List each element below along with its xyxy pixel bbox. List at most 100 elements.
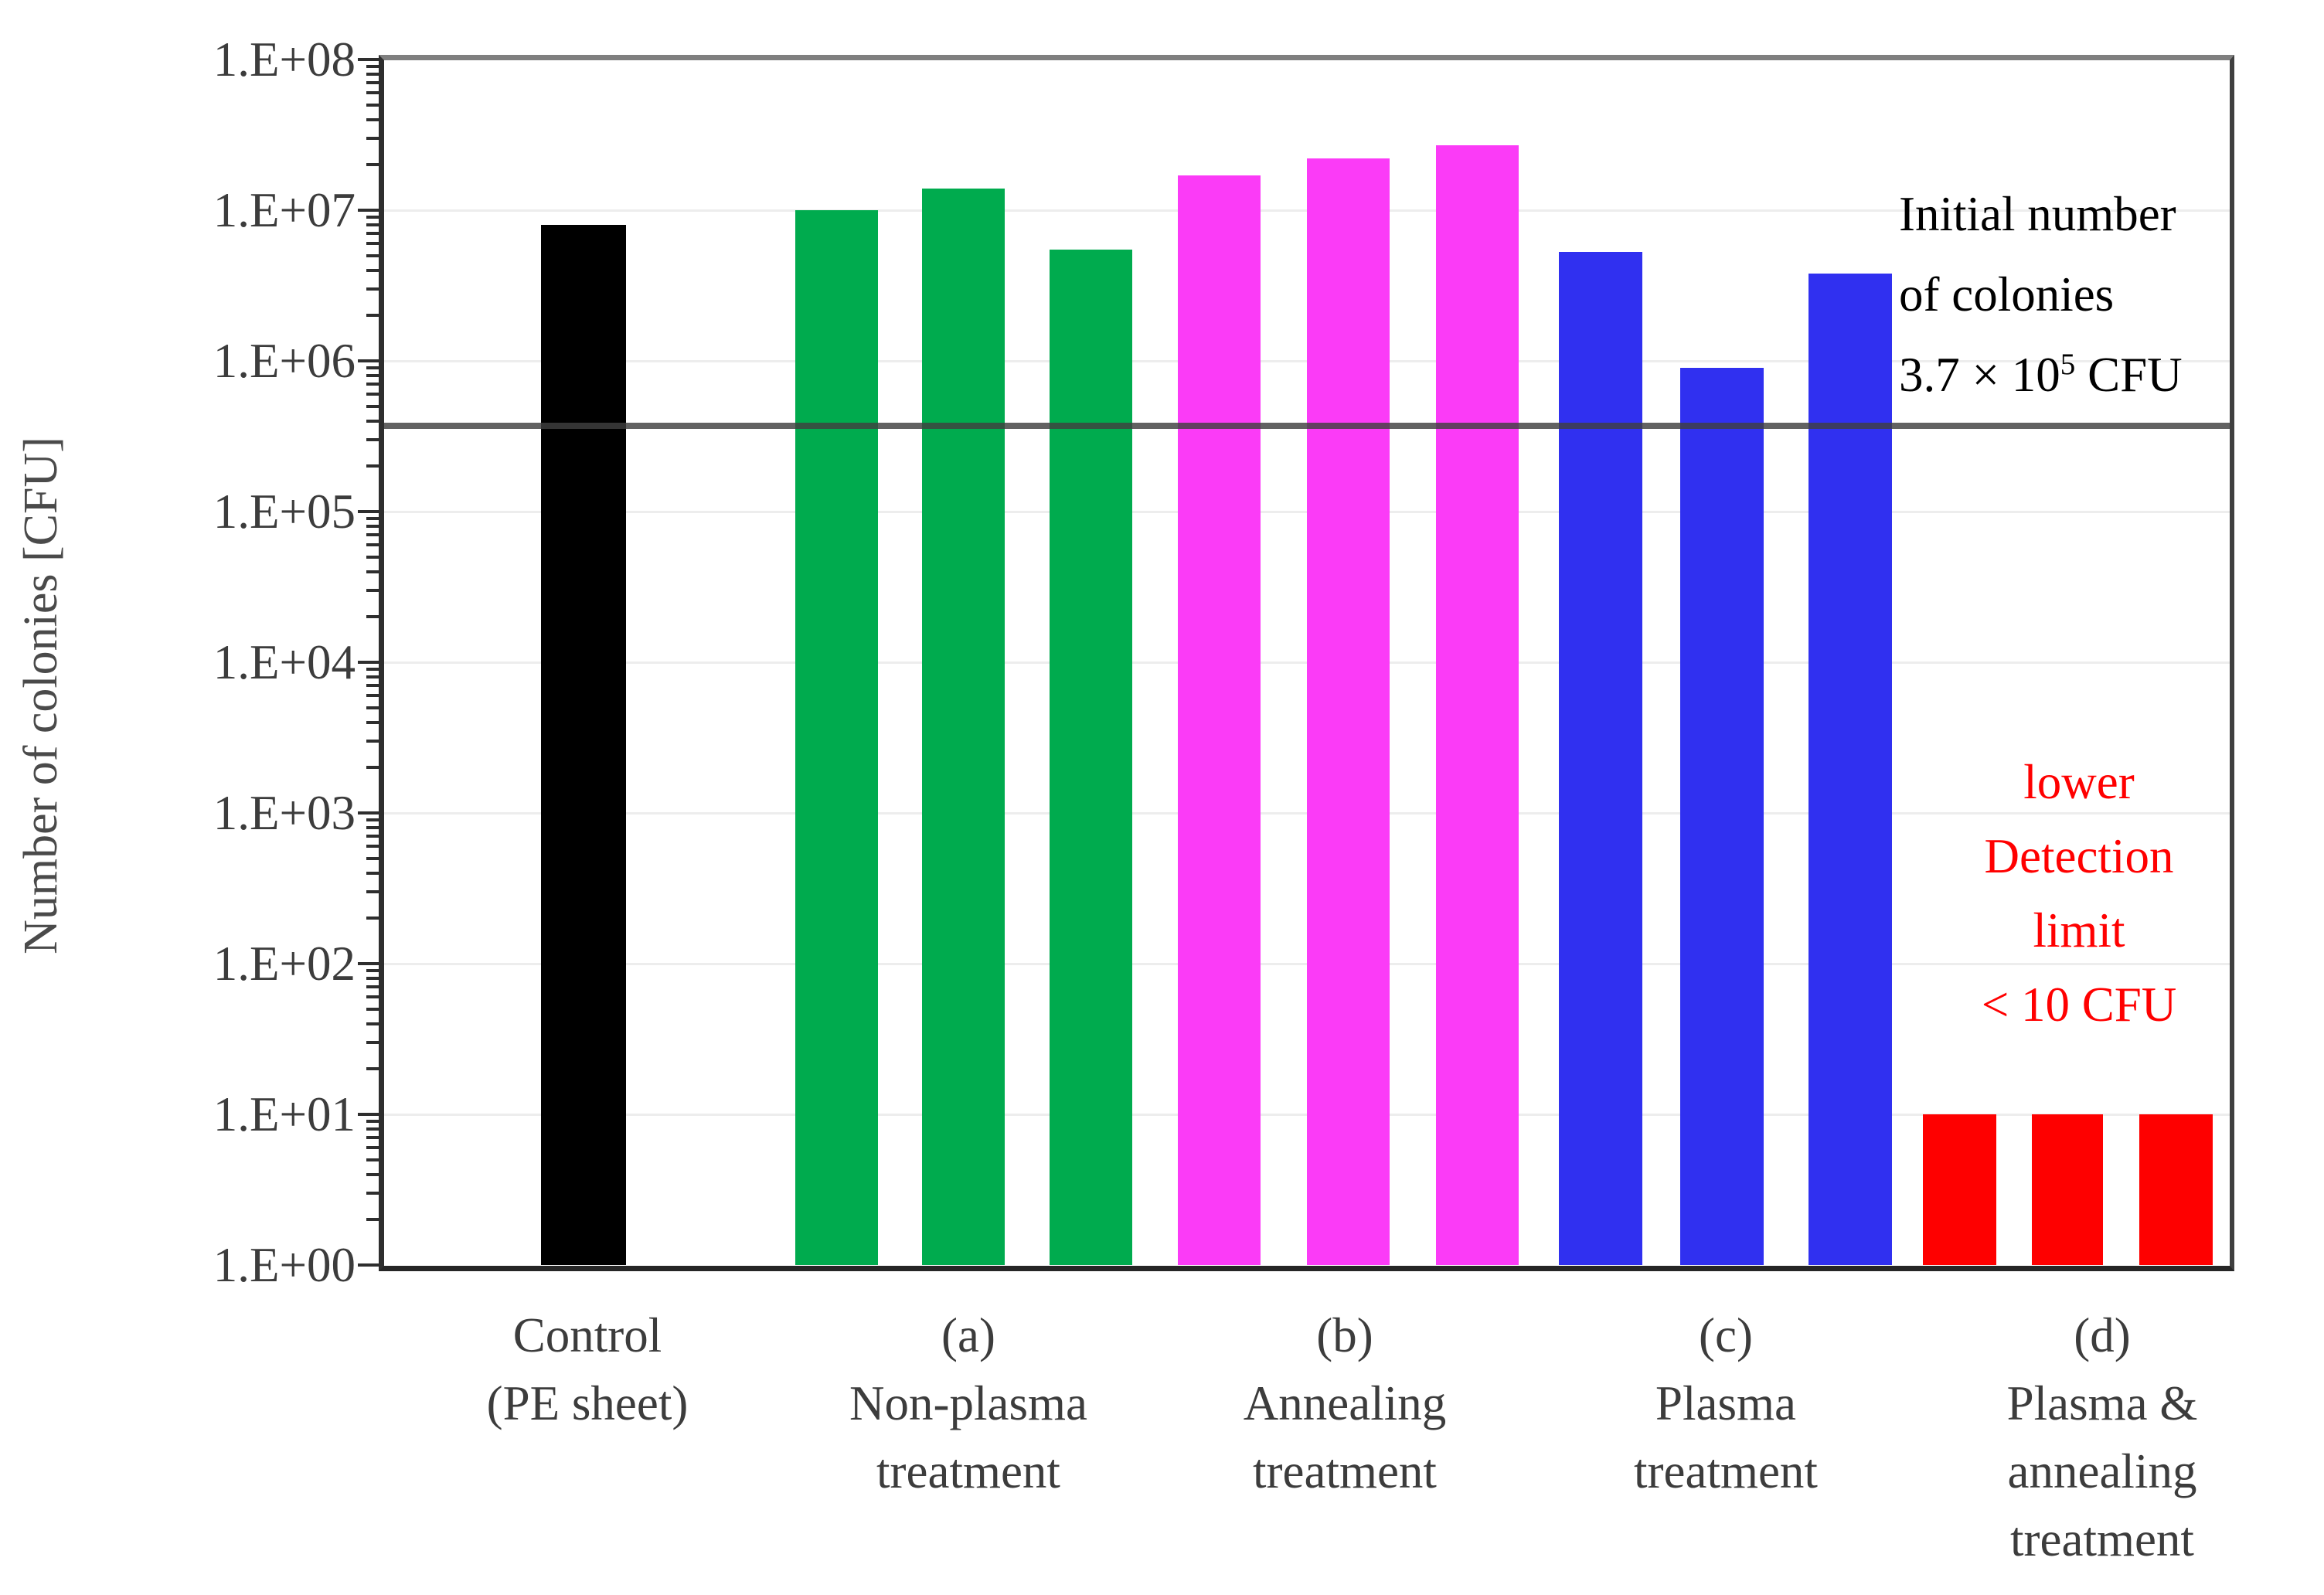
y-minor-tick: [366, 675, 379, 678]
y-minor-tick: [366, 976, 379, 980]
y-minor-tick: [366, 835, 379, 838]
bar-group4-rep2: [2032, 1114, 2103, 1265]
y-minor-tick: [366, 163, 379, 167]
y-minor-tick: [366, 1191, 379, 1195]
x-category-label-0: Control (PE sheet): [317, 1301, 858, 1437]
y-axis-title: Number of colonies [CFU]: [15, 437, 67, 954]
y-major-tick: [358, 1113, 379, 1116]
initial-colonies-reference-line: [384, 423, 2230, 430]
bar-group4-rep3: [2139, 1114, 2213, 1265]
y-minor-tick: [366, 524, 379, 528]
y-minor-tick: [366, 404, 379, 408]
x-category-label-2: (b) Annealing treatment: [1074, 1301, 1615, 1505]
y-minor-tick: [366, 464, 379, 468]
y-tick-label-1.E+03: 1.E+03: [213, 786, 356, 840]
y-minor-tick: [366, 825, 379, 829]
detection-limit-annotation: lower Detection limit < 10 CFU: [1847, 745, 2311, 1042]
y-minor-tick: [366, 437, 379, 441]
detection-annotation-line-2: Detection: [1984, 829, 2174, 883]
bar-group2-rep3: [1435, 145, 1519, 1265]
bar-group4-rep1: [1922, 1114, 1996, 1265]
y-minor-tick: [366, 615, 379, 619]
y-minor-tick: [366, 1136, 379, 1140]
y-minor-tick: [366, 533, 379, 537]
x-category-label-line: (b): [1316, 1308, 1373, 1362]
initial-annotation-value: 3.7 × 105 CFU: [1899, 348, 2183, 402]
y-tick-label-1.E+06: 1.E+06: [213, 334, 356, 388]
y-major-tick: [358, 58, 379, 61]
y-minor-tick: [366, 287, 379, 291]
bar-group3-rep1: [1559, 251, 1642, 1265]
initial-annotation-exponent: 5: [2060, 348, 2076, 381]
y-minor-tick: [366, 706, 379, 709]
y-minor-tick: [366, 1146, 379, 1150]
y-minor-tick: [366, 1172, 379, 1176]
y-minor-tick: [366, 242, 379, 246]
x-category-label-line: treatment: [2010, 1512, 2194, 1566]
bar-group1-rep3: [1049, 249, 1132, 1265]
y-minor-tick: [366, 856, 379, 860]
detection-annotation-line-4: < 10 CFU: [1981, 978, 2177, 1032]
y-minor-tick: [366, 419, 379, 423]
y-minor-tick: [366, 889, 379, 893]
y-minor-tick: [366, 268, 379, 272]
detection-annotation-line-3: limit: [2033, 903, 2125, 957]
y-minor-tick: [366, 72, 379, 76]
y-minor-tick: [366, 667, 379, 671]
bar-group2-rep1: [1177, 175, 1261, 1265]
y-minor-tick: [366, 1007, 379, 1011]
x-category-label-line: Control: [512, 1308, 662, 1362]
y-minor-tick: [366, 253, 379, 257]
x-category-label-line: treatment: [876, 1444, 1060, 1498]
y-minor-tick: [366, 1067, 379, 1071]
y-minor-tick: [366, 373, 379, 377]
y-minor-tick: [366, 136, 379, 140]
initial-annotation-line-1: Initial number: [1899, 187, 2176, 241]
x-category-label-line: (PE sheet): [486, 1376, 689, 1430]
x-category-label-line: annealing: [2007, 1444, 2197, 1498]
bar-group3-rep2: [1680, 367, 1764, 1265]
y-minor-tick: [366, 393, 379, 396]
y-minor-tick: [366, 383, 379, 386]
x-category-label-line: Plasma &: [2006, 1376, 2198, 1430]
x-category-label-line: (d): [2074, 1308, 2131, 1362]
detection-annotation-line-1: lower: [2023, 755, 2135, 809]
y-minor-tick: [366, 64, 379, 68]
y-minor-tick: [366, 1218, 379, 1222]
y-minor-tick: [366, 1127, 379, 1131]
y-minor-tick: [366, 917, 379, 920]
x-category-label-line: (a): [941, 1308, 995, 1362]
y-minor-tick: [366, 766, 379, 770]
y-tick-label-1.E+07: 1.E+07: [213, 183, 356, 237]
x-category-label-line: treatment: [1634, 1444, 1818, 1498]
bar-group1-rep2: [921, 188, 1005, 1265]
x-category-label-4: (d) Plasma & annealing treatment: [1832, 1301, 2324, 1573]
y-minor-tick: [366, 739, 379, 743]
y-minor-tick: [366, 1040, 379, 1044]
y-minor-tick: [366, 720, 379, 724]
y-minor-tick: [366, 588, 379, 592]
y-minor-tick: [366, 117, 379, 121]
y-minor-tick: [366, 1158, 379, 1161]
y-tick-label-1.E+08: 1.E+08: [213, 32, 356, 87]
y-minor-tick: [366, 232, 379, 236]
x-category-label-1: (a) Non-plasma treatment: [698, 1301, 1239, 1505]
y-minor-tick: [366, 81, 379, 85]
y-minor-tick: [366, 1119, 379, 1123]
x-category-label-line: Annealing: [1243, 1376, 1447, 1430]
initial-annotation-line-2: of colonies: [1899, 267, 2115, 321]
y-minor-tick: [366, 995, 379, 999]
y-tick-label-1.E+05: 1.E+05: [213, 485, 356, 539]
y-tick-label-1.E+00: 1.E+00: [213, 1238, 356, 1292]
y-minor-tick: [366, 215, 379, 219]
x-category-label-3: (c) Plasma treatment: [1455, 1301, 1996, 1505]
y-tick-label-1.E+01: 1.E+01: [213, 1087, 356, 1141]
bar-group2-rep2: [1306, 158, 1390, 1265]
y-major-tick: [358, 811, 379, 815]
initial-number-annotation: Initial number of colonies 3.7 × 105 CFU: [1899, 174, 2183, 415]
y-minor-tick: [366, 968, 379, 972]
y-minor-tick: [366, 543, 379, 547]
y-tick-label-1.E+04: 1.E+04: [213, 635, 356, 689]
y-major-tick: [358, 962, 379, 965]
y-minor-tick: [366, 223, 379, 226]
